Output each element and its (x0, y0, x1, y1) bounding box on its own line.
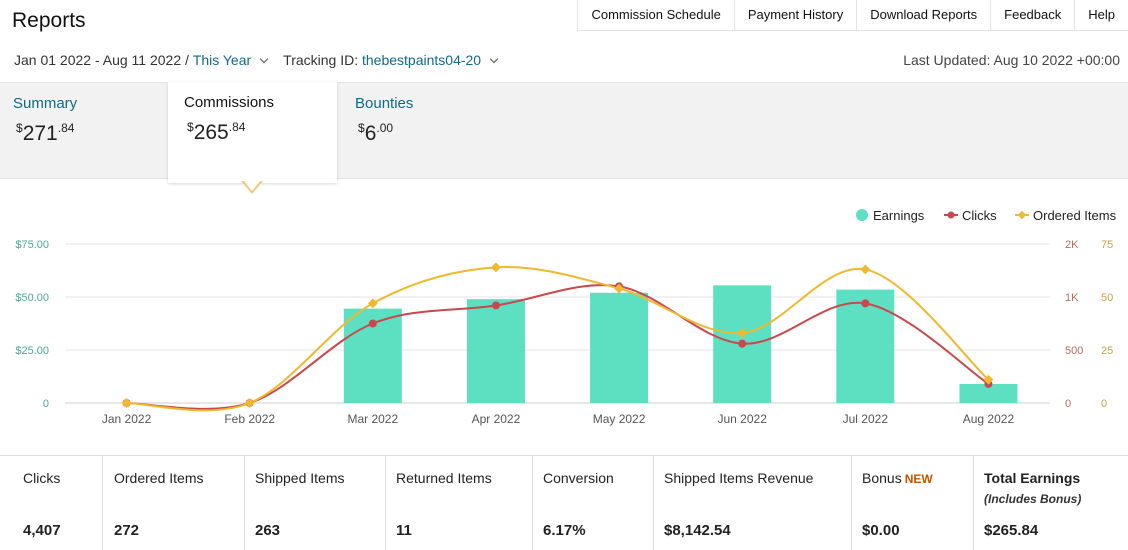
stat-value: $8,142.54 (664, 522, 731, 539)
clicks-point (861, 299, 870, 308)
top-nav: Commission Schedule Payment History Down… (577, 0, 1128, 31)
y-tick-label-ordered: 25 (1101, 345, 1113, 357)
tab-summary[interactable]: Summary $271.84 (0, 83, 168, 179)
y-tick-label-clicks: 1K (1065, 292, 1079, 304)
stat-value: $0.00 (862, 522, 900, 539)
stat-label: Shipped Items (255, 470, 345, 486)
stat-value: $265.84 (984, 522, 1039, 539)
stat-label: Conversion (543, 470, 614, 486)
commission-schedule-button[interactable]: Commission Schedule (577, 0, 733, 31)
earnings-chart: 0 $25.00 $50.00 $75.00 0 500 1K 2K 0 25 50 75 Jan 20… (15, 208, 1117, 426)
ordered-items-point (983, 374, 994, 385)
tracking-id-label: Tracking ID: (283, 52, 359, 68)
last-updated-text: Last Updated: Aug 10 2022 +00:00 (903, 52, 1120, 68)
y-tick-label-left: $50.00 (15, 292, 49, 304)
x-tick-label: Feb 2022 (224, 412, 275, 426)
x-tick-label: Jun 2022 (717, 412, 767, 426)
stat-value: 263 (255, 522, 281, 539)
ordered-items-point (860, 264, 871, 275)
tab-label: Commissions (184, 94, 275, 111)
tab-label: Bounties (355, 95, 414, 112)
x-tick-label: Aug 2022 (963, 412, 1015, 426)
stat-label: Total Earnings (984, 470, 1081, 486)
stat-conversion: Conversion 6.17% (533, 456, 654, 550)
stat-bonus: Bonus NEW $0.00 (852, 456, 974, 550)
clicks-line (126, 284, 989, 410)
earnings-bar (466, 299, 525, 403)
payment-history-button[interactable]: Payment History (733, 0, 856, 31)
stats-row: Clicks 4,407 Ordered Items 272 Shipped I… (0, 455, 1128, 550)
stat-value: 6.17% (543, 522, 586, 539)
clicks-point (368, 319, 377, 328)
new-badge: NEW (904, 472, 933, 486)
stat-shipped-items: Shipped Items 263 (245, 456, 386, 550)
stat-sublabel: (Includes Bonus) (984, 492, 1082, 506)
stat-returned-items: Returned Items 11 (386, 456, 533, 550)
y-tick-label-left: $25.00 (15, 345, 49, 357)
y-tick-label-left: $75.00 (15, 239, 49, 251)
legend-clicks-label: Clicks (962, 208, 997, 223)
ordered-items-point (614, 283, 625, 294)
period-selector[interactable]: This Year (192, 52, 252, 68)
stat-value: 11 (396, 522, 412, 539)
stat-label: Bonus NEW (862, 470, 933, 486)
stat-total-earnings: Total Earnings (Includes Bonus) $265.84 (974, 456, 1128, 550)
tab-label: Summary (13, 95, 78, 112)
ordered-items-point (244, 398, 255, 408)
legend-earnings-label: Earnings (873, 208, 925, 223)
report-tabs: Summary $271.84 Commissions $265.84 Boun… (0, 82, 1128, 183)
date-range-text: Jan 01 2022 - Aug 11 2022 / (14, 52, 189, 68)
tab-value: $265.84 (187, 120, 246, 144)
clicks-point (738, 339, 747, 348)
clicks-point (491, 301, 500, 310)
earnings-bar (959, 383, 1018, 403)
earnings-bar (590, 292, 649, 403)
ordered-items-point (121, 398, 132, 408)
legend-earnings-marker (856, 209, 868, 221)
tab-value: $271.84 (16, 121, 75, 145)
tab-bounties[interactable]: Bounties $6.00 (342, 83, 512, 179)
tab-value: $6.00 (358, 121, 394, 145)
page-title: Reports (12, 9, 86, 32)
stat-value: 4,407 (23, 522, 61, 539)
stat-ordered-items: Ordered Items 272 (103, 456, 245, 550)
y-tick-label-clicks: 500 (1065, 345, 1083, 357)
x-tick-label: Mar 2022 (347, 412, 398, 426)
ordered-items-point (367, 298, 378, 309)
stat-label: Returned Items (396, 470, 492, 486)
y-tick-label-ordered: 50 (1101, 292, 1113, 304)
help-button[interactable]: Help (1074, 0, 1128, 31)
y-tick-label-ordered: 75 (1101, 239, 1113, 251)
chevron-down-icon[interactable] (259, 54, 269, 63)
y-tick-label-ordered: 0 (1101, 398, 1107, 410)
tab-commissions[interactable]: Commissions $265.84 (168, 82, 337, 183)
stat-label: Shipped Items Revenue (664, 470, 814, 486)
filter-row: Jan 01 2022 - Aug 11 2022 / This Year Tr… (14, 52, 507, 68)
download-reports-button[interactable]: Download Reports (856, 0, 990, 31)
ordered-items-point (737, 328, 748, 338)
ordered-items-point (490, 262, 501, 273)
stat-value: 272 (114, 522, 140, 539)
x-tick-label: May 2022 (593, 412, 646, 426)
stat-shipped-revenue: Shipped Items Revenue $8,142.54 (654, 456, 852, 550)
y-tick-label-clicks: 0 (1065, 398, 1071, 410)
stat-label: Ordered Items (114, 470, 204, 486)
x-tick-label: Apr 2022 (472, 412, 521, 426)
x-tick-label: Jan 2022 (102, 412, 152, 426)
x-tick-label: Jul 2022 (843, 412, 889, 426)
legend-ordered-marker (1017, 210, 1027, 220)
legend-clicks-marker (947, 211, 955, 219)
tracking-id-selector[interactable]: thebestpaints04-20 (362, 52, 482, 68)
chevron-down-icon[interactable] (489, 54, 499, 63)
active-tab-pointer (241, 180, 263, 194)
stat-clicks: Clicks 4,407 (0, 456, 103, 550)
y-tick-label-clicks: 2K (1065, 239, 1079, 251)
legend-ordered-label: Ordered Items (1033, 208, 1117, 223)
y-tick-label-left: 0 (43, 398, 49, 410)
feedback-button[interactable]: Feedback (990, 0, 1074, 31)
stat-label: Clicks (23, 470, 61, 486)
